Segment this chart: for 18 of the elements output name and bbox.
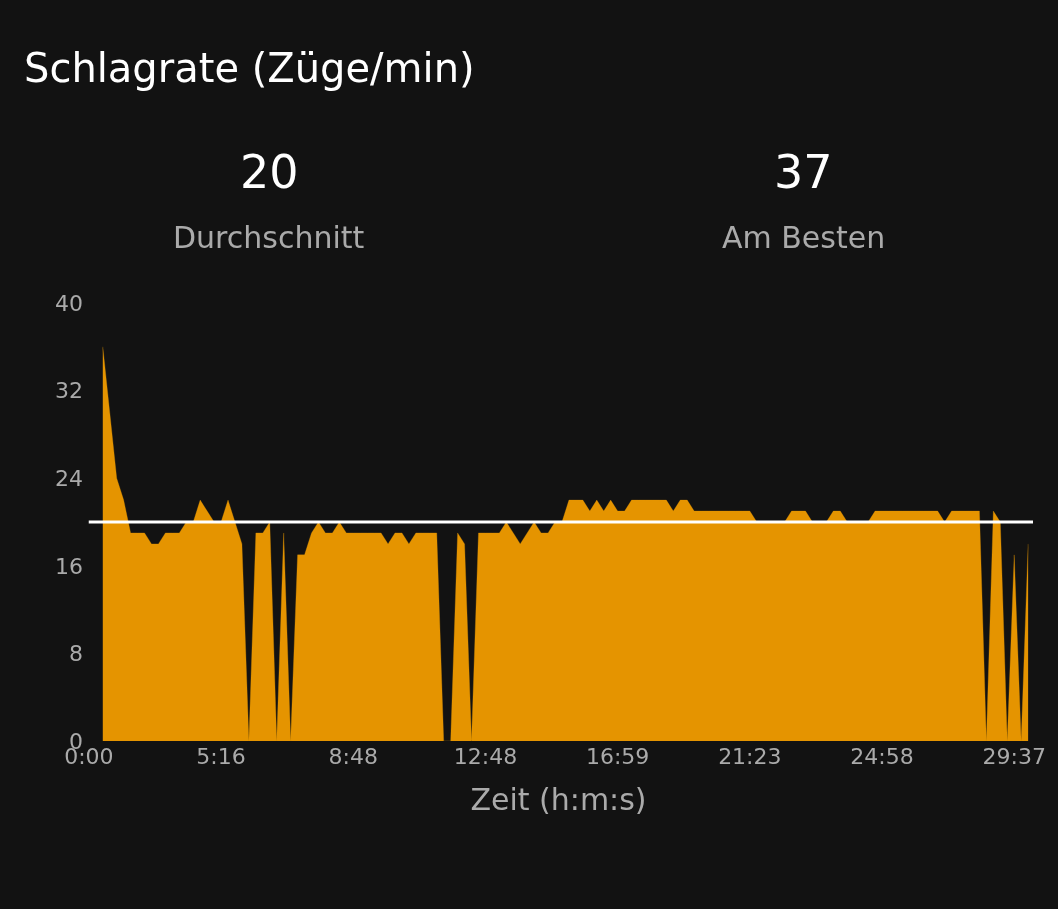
- text: 37: [774, 145, 833, 199]
- x-tick-label: 16:59: [585, 744, 650, 769]
- x-tick-label: 12:48: [453, 744, 518, 769]
- y-tick-label: 16: [55, 553, 83, 579]
- x-tick-label: 5:16: [196, 744, 246, 769]
- y-tick-label: 8: [69, 641, 83, 667]
- y-tick-label: 40: [55, 290, 83, 316]
- y-tick-label: 32: [55, 378, 83, 404]
- text: Am Besten: [722, 220, 886, 255]
- chart-title: Schlagrate (Züge/min): [24, 45, 475, 91]
- text: Durchschnitt: [173, 220, 365, 255]
- x-tick-label: 29:37: [982, 744, 1046, 769]
- x-tick-label: 24:58: [850, 744, 914, 769]
- text: 20: [240, 145, 299, 199]
- x-axis-title: Zeit (h:m:s): [470, 781, 647, 817]
- y-tick-label: 24: [55, 465, 83, 491]
- x-tick-label: 21:23: [718, 744, 782, 769]
- x-tick-label: 8:48: [328, 744, 378, 769]
